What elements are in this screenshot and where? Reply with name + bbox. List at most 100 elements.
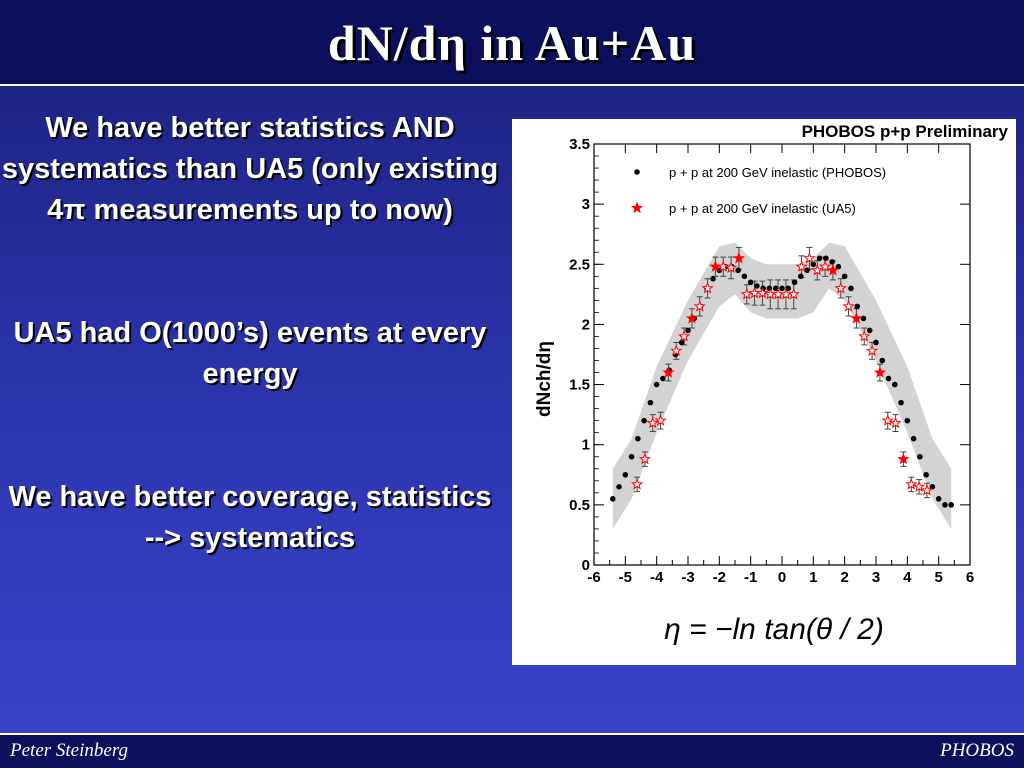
x-tick-label: 3 <box>872 569 880 586</box>
ua5-point <box>724 261 738 274</box>
legend-marker-ua5 <box>630 201 644 214</box>
ua5-point <box>881 414 894 426</box>
phobos-point <box>885 375 892 382</box>
phobos-point <box>754 283 760 289</box>
phobos-point <box>923 471 929 478</box>
ua5-point <box>670 344 683 357</box>
eta-formula: η = −ln tan(θ / 2) <box>664 613 884 646</box>
footer-bar: Peter Steinberg PHOBOS <box>0 733 1024 768</box>
ua5-point <box>889 416 902 429</box>
ua5-point <box>912 480 926 493</box>
footer-org: PHOBOS <box>940 740 1014 761</box>
x-tick-label: 2 <box>840 569 848 586</box>
ua5-point <box>858 330 871 342</box>
x-tick-label: -1 <box>744 569 757 586</box>
phobos-point <box>823 255 829 262</box>
phobos-point <box>935 496 942 502</box>
ua5-point <box>811 263 824 276</box>
phobos-point <box>628 453 635 460</box>
legend-marker-phobos <box>634 169 640 175</box>
phobos-point <box>804 267 810 274</box>
phobos-point <box>791 279 798 286</box>
x-tick-label: -5 <box>619 569 632 586</box>
phobos-point <box>904 417 911 424</box>
x-tick-label: -4 <box>650 569 664 586</box>
x-tick-label: 6 <box>966 569 974 586</box>
ua5-point <box>732 251 746 264</box>
ua5-point <box>740 287 753 300</box>
x-tick-label: -2 <box>713 569 726 586</box>
slide-title: dN/dη in Au+Au <box>327 15 697 71</box>
phobos-point <box>747 279 754 286</box>
legend-label-ua5: p + p at 200 GeV inelastic (UA5) <box>669 201 856 216</box>
phobos-point <box>798 273 804 280</box>
chart-figure: PHOBOS p+p Preliminary -6 -5 -4 -3 -2 -1 0 1 2 3 4… <box>512 119 1016 665</box>
ua5-point <box>638 452 652 465</box>
y-tick-label: 1 <box>582 437 590 454</box>
phobos-point <box>929 484 936 490</box>
phobos-point <box>948 502 954 508</box>
y-tick-label: 0 <box>582 557 590 574</box>
ua5-point <box>826 263 840 276</box>
phobos-point <box>785 285 792 292</box>
x-tick-label: 0 <box>778 569 786 586</box>
phobos-point <box>898 399 904 406</box>
phobos-point <box>866 327 873 334</box>
ua5-point <box>654 414 667 426</box>
ua5-point <box>677 330 691 342</box>
ua5-point <box>701 281 714 294</box>
phobos-point <box>829 259 835 265</box>
phobos-point <box>841 273 848 280</box>
phobos-point <box>678 339 685 346</box>
ua5-point <box>905 477 918 490</box>
y-tick-label: 2.5 <box>569 256 590 273</box>
systematic-band <box>612 242 952 529</box>
ua5-point <box>920 483 934 496</box>
ua5-point <box>662 366 675 378</box>
ua5-point <box>865 344 879 357</box>
bullet-3: We have better coverage, statistics --> … <box>8 481 492 554</box>
y-axis-label: dNch/dη <box>534 341 555 417</box>
legend-label-phobos: p + p at 200 GeV inelastic (PHOBOS) <box>669 165 886 180</box>
phobos-point <box>816 255 823 262</box>
ua5-point <box>842 299 855 312</box>
footer-author: Peter Steinberg <box>10 740 129 761</box>
x-tick-label: -3 <box>681 569 694 586</box>
ua5-point <box>834 281 847 294</box>
phobos-point <box>610 496 616 502</box>
y-tick-label: 3.5 <box>569 136 590 153</box>
phobos-point <box>942 502 948 508</box>
bullet-1: We have better statistics AND systematic… <box>1 112 499 226</box>
ua5-point <box>850 311 863 324</box>
phobos-point <box>635 435 641 442</box>
phobos-point <box>735 267 741 274</box>
ua5-point <box>897 452 910 465</box>
ua5-point <box>795 260 808 272</box>
x-tick-label: 1 <box>809 569 817 586</box>
phobos-point <box>779 285 785 292</box>
ua5-point <box>717 260 730 272</box>
phobos-point <box>873 339 879 346</box>
y-tick-label: 0.5 <box>569 497 590 514</box>
phobos-point <box>647 399 654 406</box>
ua5-point <box>630 477 644 490</box>
x-tick-label: -6 <box>587 569 600 586</box>
y-tick-label: 2 <box>582 316 590 333</box>
phobos-point <box>710 275 716 282</box>
ua5-point <box>756 286 769 299</box>
phobos-point <box>616 484 622 490</box>
title-bar: dN/dη in Au+Au <box>0 0 1024 86</box>
phobos-point <box>917 453 923 460</box>
phobos-point <box>685 327 691 334</box>
phobos-point <box>835 263 842 270</box>
phobos-point <box>879 357 886 364</box>
bullet-list: We have better statistics AND systematic… <box>0 108 500 559</box>
phobos-point <box>848 285 854 292</box>
ua5-point <box>646 416 659 429</box>
y-tick-label: 1.5 <box>569 377 590 394</box>
phobos-point <box>641 417 647 424</box>
phobos-point <box>622 471 629 478</box>
phobos-point <box>653 381 660 388</box>
ua5-point <box>685 311 699 324</box>
ua5-point <box>873 366 887 378</box>
